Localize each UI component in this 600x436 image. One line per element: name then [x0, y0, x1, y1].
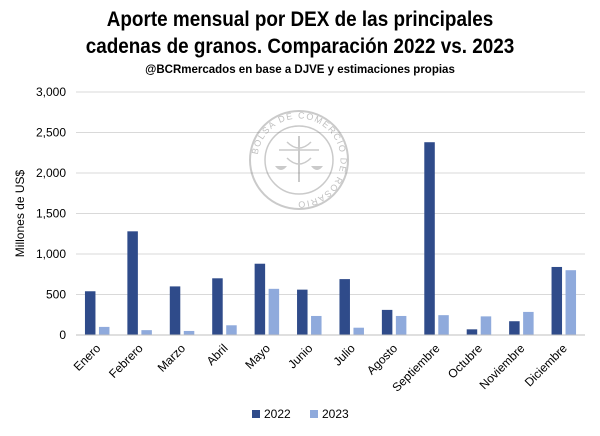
legend: 2022 2023	[252, 407, 349, 421]
bar-2022-febrero	[127, 231, 138, 335]
bar-2022-agosto	[381, 309, 393, 335]
bar-2023-octubre	[480, 316, 492, 335]
bar-2022-diciembre	[551, 266, 563, 335]
bar-2022-septiembre	[424, 142, 435, 335]
bar-2022-junio	[297, 289, 308, 335]
chart-title-line-1: Aporte mensual por DEX de las principale…	[106, 8, 494, 31]
bar-2023-julio	[353, 327, 364, 335]
bcr-seal-watermark: BOLSA DE COMERCIO DE ROSARIO	[249, 110, 349, 210]
bar-2022-mayo	[254, 263, 266, 335]
bar-2023-febrero	[141, 330, 152, 335]
bar-2022-enero	[84, 291, 96, 335]
x-tick-label: Julio	[330, 341, 358, 369]
seal-inner-ring	[264, 125, 334, 195]
bar-2022-octubre	[466, 329, 478, 335]
x-tick-label: Mayo	[242, 341, 273, 372]
x-tick-label: Junio	[285, 341, 315, 371]
chart-title-line-2: cadenas de granos. Comparación 2022 vs. …	[85, 35, 515, 58]
seal-left-pan	[275, 166, 287, 170]
x-tick-label: Agosto	[364, 341, 401, 378]
bar-2023-septiembre	[438, 315, 449, 335]
x-tick-label: Diciembre	[522, 341, 570, 389]
legend-swatch-2023	[310, 410, 318, 418]
bar-2022-noviembre	[509, 321, 520, 335]
seal-serpents	[286, 141, 312, 165]
x-tick-label: Abril	[204, 341, 231, 368]
seal-outer-ring	[249, 110, 349, 210]
bar-2022-marzo	[169, 286, 181, 335]
bar-2023-abril	[226, 325, 237, 335]
x-tick-label: Octubre	[445, 341, 485, 381]
bar-2022-julio	[339, 279, 350, 335]
y-tick-label: 1,500	[36, 207, 66, 221]
y-axis: 0 500 1,000 1,500 2,000 2,500 3,000 Millones de…	[13, 85, 66, 342]
legend-label-2023: 2023	[322, 407, 349, 421]
y-tick-label: 1,000	[36, 247, 66, 261]
bar-2023-marzo	[183, 330, 195, 335]
bar-2022-abril	[212, 278, 223, 335]
bar-2023-diciembre	[565, 270, 577, 335]
bar-2023-junio	[311, 315, 322, 335]
legend-swatch-2022	[252, 410, 260, 418]
x-tick-label: Marzo	[155, 341, 189, 375]
y-tick-label: 0	[59, 328, 66, 342]
legend-label-2022: 2022	[264, 407, 291, 421]
bar-2023-noviembre	[523, 311, 534, 335]
chart-title: Aporte mensual por DEX de las principale…	[30, 6, 570, 60]
x-tick-label: Enero	[71, 341, 104, 374]
y-tick-label: 2,000	[36, 166, 66, 180]
x-axis: Enero Febrero Marzo Abril Mayo Junio Julio Agos…	[71, 334, 585, 395]
y-tick-label: 2,500	[36, 126, 66, 140]
x-tick-label: Febrero	[106, 341, 146, 381]
bar-2023-mayo	[268, 288, 280, 335]
bar-2023-enero	[98, 326, 110, 335]
x-tick-label: Noviembre	[477, 341, 528, 392]
y-tick-label: 500	[46, 288, 66, 302]
bars	[84, 142, 577, 335]
bar-2023-agosto	[395, 315, 407, 335]
seal-right-pan	[311, 166, 323, 170]
y-axis-label: Millones de US$	[13, 169, 27, 257]
chart-subtitle: @BCRmercados en base a DJVE y estimacion…	[145, 64, 455, 76]
y-tick-label: 3,000	[36, 85, 66, 99]
